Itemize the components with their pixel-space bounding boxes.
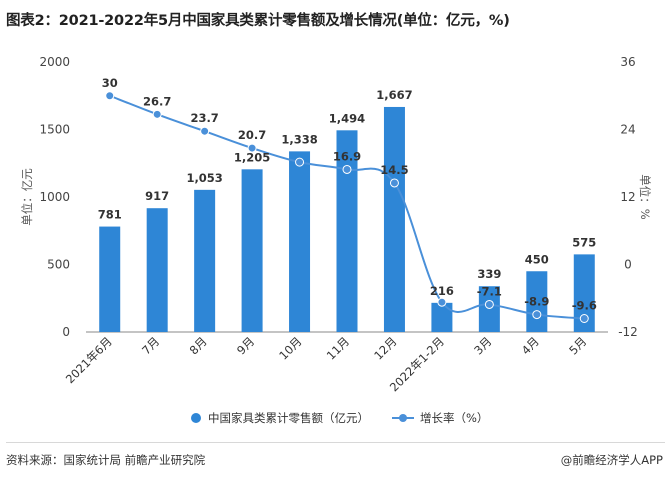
bar-value-label: 339	[477, 267, 501, 281]
line-value-label: 20.7	[238, 128, 266, 142]
bar-value-label: 1,205	[234, 150, 270, 164]
line-value-label: 26.7	[143, 94, 171, 108]
data-labels: 781 917 1,053 1,205 1,338 1,494 1,667 216 339 450…	[98, 76, 597, 313]
legend-line-label: 增长率（%）	[420, 411, 488, 425]
footer-divider	[6, 442, 665, 443]
bar-value-label: 1,338	[281, 132, 317, 146]
bar	[241, 169, 263, 332]
x-tick-label: 12月	[371, 334, 399, 362]
bar	[383, 106, 405, 332]
y-axis-title: 单位：亿元	[20, 168, 34, 226]
y2-tick-label: -12	[618, 325, 638, 339]
y2-axis-title: 单位：%	[638, 174, 652, 219]
y2-tick-label: 36	[620, 55, 635, 69]
line-point	[152, 109, 162, 119]
x-tick-label: 5月	[566, 334, 589, 357]
bar-value-label: 216	[430, 284, 454, 298]
line-point	[200, 126, 210, 136]
x-tick-label: 11月	[324, 334, 352, 362]
bar	[146, 208, 168, 332]
bar	[478, 286, 500, 332]
line-point	[342, 164, 352, 174]
axes: 0 500 1000 1500 2000 -12 0 12 24 36 单位：亿元 单位：% 2021年…	[20, 55, 652, 394]
y-tick-label: 1500	[39, 123, 70, 137]
line-point	[295, 157, 305, 167]
x-tick-label: 2021年6月	[63, 334, 115, 386]
y-tick-label: 500	[47, 258, 70, 272]
x-tick-label: 4月	[519, 334, 542, 357]
line-value-label: 14.5	[380, 163, 408, 177]
brand-credit: @前瞻经济学人APP	[560, 453, 663, 467]
bar-value-label: 1,053	[186, 171, 222, 185]
x-tick-label: 9月	[234, 334, 257, 357]
legend: 中国家具类累计零售额（亿元） 增长率（%）	[191, 411, 488, 425]
bar-value-label: 917	[145, 189, 169, 203]
y-tick-label: 1000	[39, 190, 70, 204]
line-point	[579, 314, 589, 323]
y2-tick-label: 24	[620, 123, 635, 137]
bar	[573, 254, 595, 332]
source-note: 资料来源：国家统计局 前瞻产业研究院	[6, 453, 206, 467]
x-tick-label: 8月	[187, 334, 210, 357]
legend-line-marker	[399, 414, 407, 422]
growth-line	[105, 91, 589, 323]
bar-value-label: 781	[98, 208, 122, 222]
bar-value-label: 1,494	[329, 111, 365, 125]
line-point	[484, 299, 494, 309]
legend-bar-label: 中国家具类累计零售额（亿元）	[208, 411, 369, 425]
line-point	[437, 297, 447, 307]
x-tick-label: 3月	[471, 334, 494, 357]
bar	[194, 189, 216, 332]
line-value-label: -8.9	[524, 295, 549, 309]
bar-value-label: 450	[525, 252, 549, 266]
bar	[431, 302, 453, 332]
bar-value-label: 1,667	[376, 88, 412, 102]
y2-tick-label: 0	[624, 258, 632, 272]
line-value-label: -7.1	[477, 284, 502, 298]
y2-tick-label: 12	[620, 190, 635, 204]
chart-title: 图表2：2021-2022年5月中国家具类累计零售额及增长情况(单位：亿元，%)	[6, 13, 510, 29]
x-tick-label: 7月	[139, 334, 162, 357]
line-value-label: 23.7	[190, 111, 218, 125]
line-point	[532, 310, 542, 320]
growth-line-path	[109, 94, 585, 320]
bar	[336, 130, 358, 332]
legend-bar-marker	[191, 413, 201, 423]
x-tick-label: 10月	[276, 334, 304, 362]
bars	[99, 106, 595, 332]
y-tick-label: 2000	[39, 55, 70, 69]
bar-value-label: 575	[572, 235, 596, 249]
line-point	[389, 178, 399, 188]
line-value-label: 30	[102, 76, 118, 90]
bar	[526, 271, 548, 332]
bar	[99, 226, 121, 332]
line-value-label: 16.9	[333, 149, 361, 163]
y-tick-label: 0	[62, 325, 70, 339]
line-point	[247, 143, 257, 153]
bar	[289, 151, 311, 332]
line-point	[105, 91, 115, 101]
line-value-label: -9.6	[572, 299, 597, 313]
